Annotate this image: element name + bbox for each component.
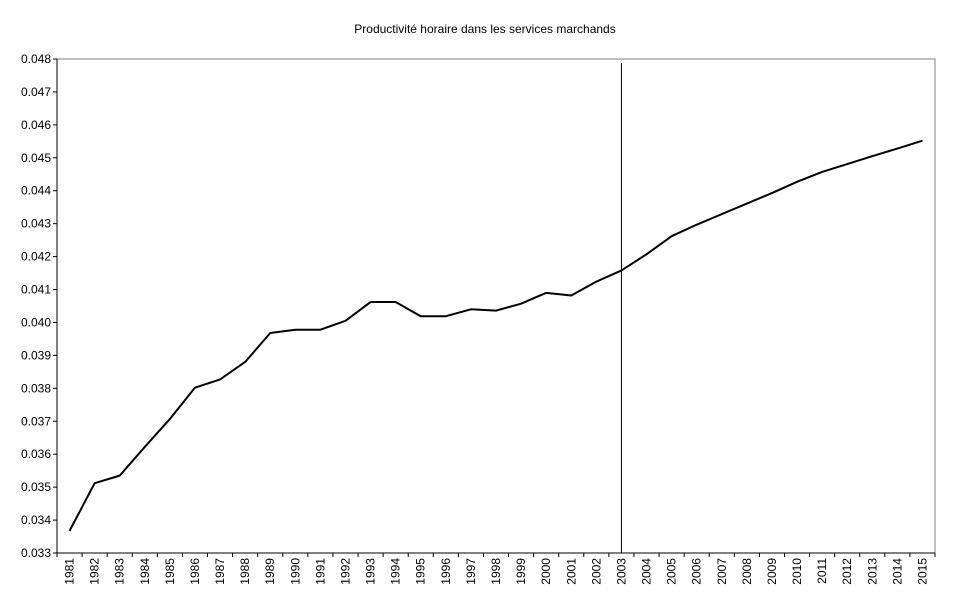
x-tick-label: 1983 xyxy=(113,558,127,585)
x-tick-label: 1981 xyxy=(63,558,77,585)
y-tick-label: 0.040 xyxy=(21,315,51,329)
y-tick-label: 0.041 xyxy=(21,283,51,297)
x-tick-label: 2007 xyxy=(715,558,729,585)
x-tick-label: 1988 xyxy=(238,558,252,585)
x-tick-label: 1984 xyxy=(138,558,152,585)
y-tick-label: 0.046 xyxy=(21,118,51,132)
x-tick-label: 1991 xyxy=(313,558,327,585)
x-tick-label: 2000 xyxy=(539,558,553,585)
y-tick-label: 0.044 xyxy=(21,184,51,198)
plot-area xyxy=(56,58,936,554)
y-tick-label: 0.036 xyxy=(21,447,51,461)
x-tick-label: 1994 xyxy=(389,558,403,585)
x-tick-label: 2013 xyxy=(865,558,879,585)
x-tick-label: 1996 xyxy=(439,558,453,585)
x-tick-label: 2012 xyxy=(840,558,854,585)
x-tick-label: 1989 xyxy=(263,558,277,585)
y-tick-label: 0.035 xyxy=(21,480,51,494)
y-tick-label: 0.039 xyxy=(21,348,51,362)
x-tick-label: 1997 xyxy=(464,558,478,585)
x-tick-label: 1992 xyxy=(338,558,352,585)
y-tick-label: 0.047 xyxy=(21,85,51,99)
y-tick-label: 0.048 xyxy=(21,52,51,66)
y-axis: 0.033 0.034 0.035 0.036 0.037 0.038 0.039 0.040… xyxy=(21,52,58,560)
x-tick-label: 1986 xyxy=(188,558,202,585)
chart-title: Productivité horaire dans les services m… xyxy=(354,22,615,36)
x-tick-label: 1987 xyxy=(213,558,227,585)
x-axis: 1981 1982 1983 1984 1985 1986 1987 1988 1989 1990… xyxy=(56,552,936,585)
x-tick-label: 2006 xyxy=(690,558,704,585)
x-tick-label: 2011 xyxy=(815,558,829,584)
x-tick-label: 1995 xyxy=(414,558,428,585)
x-tick-label: 2010 xyxy=(790,558,804,585)
x-tick-label: 1985 xyxy=(163,558,177,585)
x-tick-label: 2003 xyxy=(614,558,628,585)
x-tick-label: 2001 xyxy=(564,558,578,585)
x-tick-label: 1993 xyxy=(364,558,378,585)
x-tick-label: 2009 xyxy=(765,558,779,585)
x-tick-label: 1982 xyxy=(88,558,102,585)
x-tick-label: 2014 xyxy=(890,558,904,585)
x-tick-label: 2008 xyxy=(740,558,754,585)
series-layer xyxy=(68,63,923,553)
x-tick-label: 1998 xyxy=(489,558,503,585)
y-tick-label: 0.034 xyxy=(21,513,51,527)
x-tick-label: 2002 xyxy=(589,558,603,585)
x-tick-label: 1990 xyxy=(288,558,302,585)
x-tick-label: 2004 xyxy=(640,558,654,585)
y-tick-label: 0.037 xyxy=(21,414,51,428)
x-tick-label: 2015 xyxy=(915,558,929,585)
y-tick-label: 0.043 xyxy=(21,217,51,231)
x-tick-label: 2005 xyxy=(665,558,679,585)
y-tick-label: 0.042 xyxy=(21,250,51,264)
x-tick-label: 1999 xyxy=(514,558,528,585)
y-tick-label: 0.038 xyxy=(21,381,51,395)
series-line xyxy=(68,139,923,532)
y-tick-label: 0.033 xyxy=(21,546,51,560)
y-tick-label: 0.045 xyxy=(21,151,51,165)
